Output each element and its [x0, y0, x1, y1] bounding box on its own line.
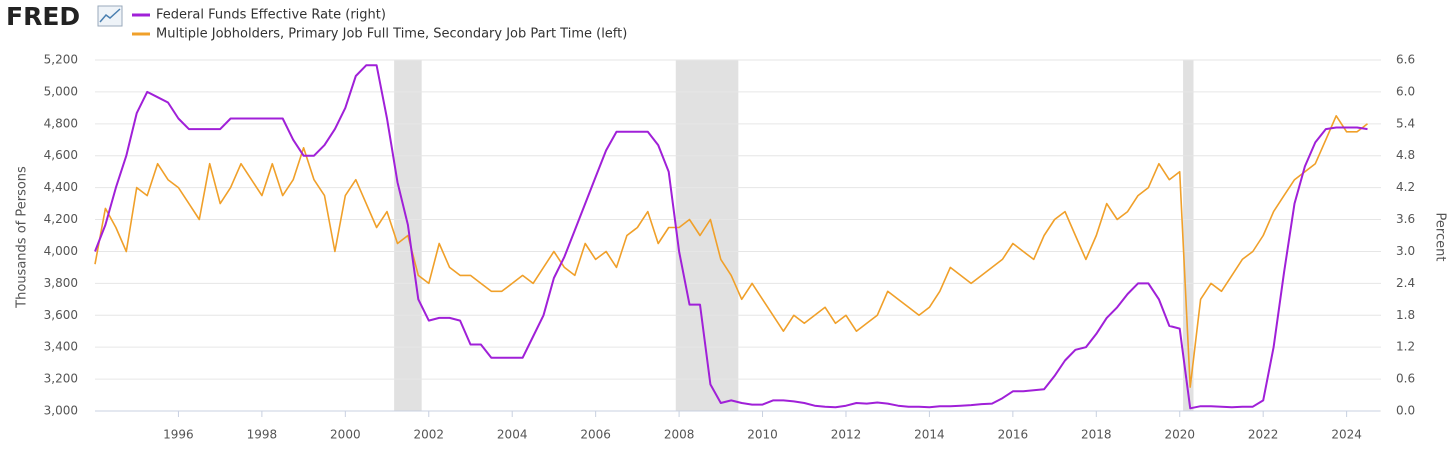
y2-tick-label: 2.4	[1396, 276, 1415, 290]
y-tick-label: 4,200	[44, 212, 78, 226]
y-tick-label: 3,200	[44, 372, 78, 386]
y2-tick-label: 1.8	[1396, 308, 1415, 322]
series-line	[94, 115, 1368, 388]
y2-tick-label: 6.0	[1396, 84, 1415, 98]
x-tick-label: 2004	[497, 428, 528, 442]
x-tick-label: 1998	[247, 428, 278, 442]
x-tick-label: 2002	[413, 428, 444, 442]
y-axis-label: Thousands of Persons	[15, 166, 30, 309]
x-tick-label: 2010	[747, 428, 778, 442]
x-tick-label: 1996	[163, 428, 194, 442]
x-tick-label: 2008	[664, 428, 695, 442]
series-line	[94, 64, 1368, 410]
y2-tick-label: 6.6	[1396, 53, 1415, 67]
x-tick-label: 2014	[914, 428, 945, 442]
y2-tick-label: 5.4	[1396, 116, 1415, 130]
x-tick-label: 2012	[831, 428, 862, 442]
y2-tick-label: 3.0	[1396, 244, 1415, 258]
y-tick-label: 3,400	[44, 340, 78, 354]
y-tick-label: 5,000	[44, 84, 78, 98]
y-tick-label: 4,400	[44, 180, 78, 194]
legend-label: Federal Funds Effective Rate (right)	[156, 8, 386, 23]
y-tick-label: 5,200	[44, 53, 78, 67]
y2-axis-label: Percent	[1433, 213, 1448, 262]
recession-band	[1183, 60, 1194, 411]
y2-tick-label: 0.6	[1396, 372, 1415, 386]
y2-tick-label: 4.2	[1396, 180, 1415, 194]
legend-label: Multiple Jobholders, Primary Job Full Ti…	[156, 27, 627, 42]
logo: FRED	[6, 2, 80, 31]
x-tick-label: 2024	[1331, 428, 1362, 442]
y-tick-label: 3,000	[44, 404, 78, 418]
x-tick-label: 2022	[1248, 428, 1279, 442]
y2-tick-label: 1.2	[1396, 340, 1415, 354]
x-tick-label: 2016	[998, 428, 1029, 442]
y-tick-label: 4,000	[44, 244, 78, 258]
y-tick-label: 4,600	[44, 148, 78, 162]
y2-tick-label: 3.6	[1396, 212, 1415, 226]
x-tick-label: 2020	[1164, 428, 1195, 442]
y-tick-label: 4,800	[44, 116, 78, 130]
x-tick-label: 2000	[330, 428, 361, 442]
y2-tick-label: 0.0	[1396, 404, 1415, 418]
x-tick-label: 2006	[580, 428, 611, 442]
y2-tick-label: 4.8	[1396, 148, 1415, 162]
x-tick-label: 2018	[1081, 428, 1112, 442]
logo-icon	[97, 5, 123, 27]
y-tick-label: 3,600	[44, 308, 78, 322]
y-tick-label: 3,800	[44, 276, 78, 290]
